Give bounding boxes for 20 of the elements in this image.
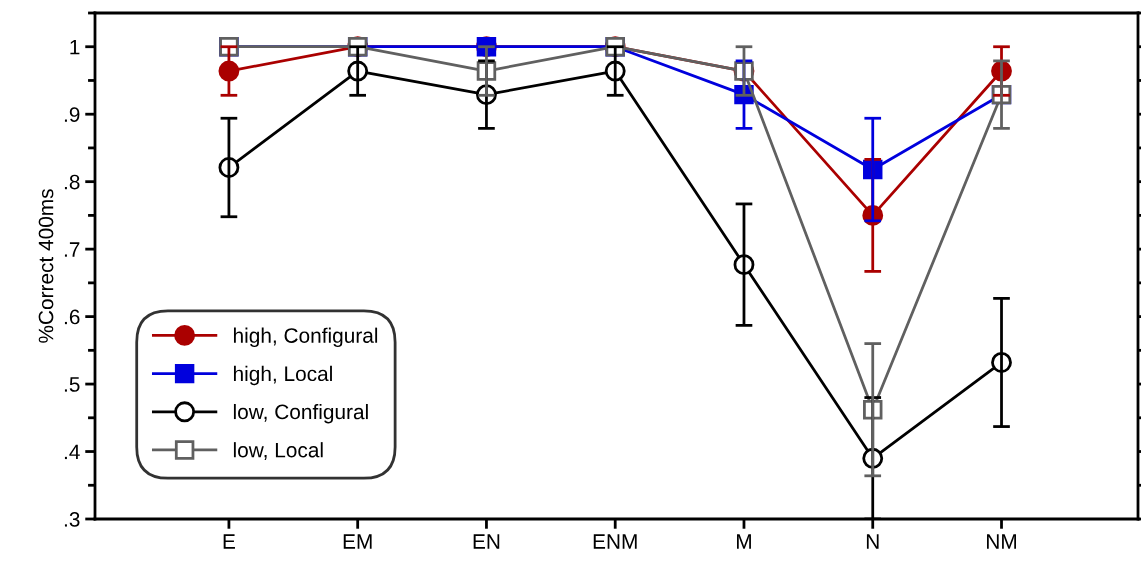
y-tick-label: .4 bbox=[64, 444, 80, 460]
x-tick-label: ENM bbox=[593, 534, 637, 549]
x-tick-label: E bbox=[223, 534, 235, 549]
y-tick-label: .6 bbox=[64, 309, 80, 325]
y-tick-label: .5 bbox=[64, 377, 80, 392]
y-tick-label: .7 bbox=[64, 242, 80, 257]
x-tick-label: NM bbox=[987, 534, 1016, 549]
y-tick-label: .9 bbox=[64, 107, 80, 122]
y-tick-label: .8 bbox=[64, 174, 80, 190]
y-tick-label: 1 bbox=[70, 39, 80, 55]
legend-label: high, Local bbox=[233, 365, 332, 386]
legend-label: low, Configural bbox=[233, 403, 368, 424]
x-tick-label: M bbox=[737, 534, 751, 549]
x-tick-label: EM bbox=[343, 534, 372, 549]
x-tick-label: N bbox=[866, 534, 879, 549]
y-axis-title: %Correct 400ms bbox=[38, 189, 54, 343]
legend-label: low, Local bbox=[233, 442, 323, 460]
legend-label: high, Configural bbox=[233, 327, 378, 348]
y-tick-label: .3 bbox=[64, 512, 80, 527]
x-tick-label: EN bbox=[473, 534, 500, 549]
